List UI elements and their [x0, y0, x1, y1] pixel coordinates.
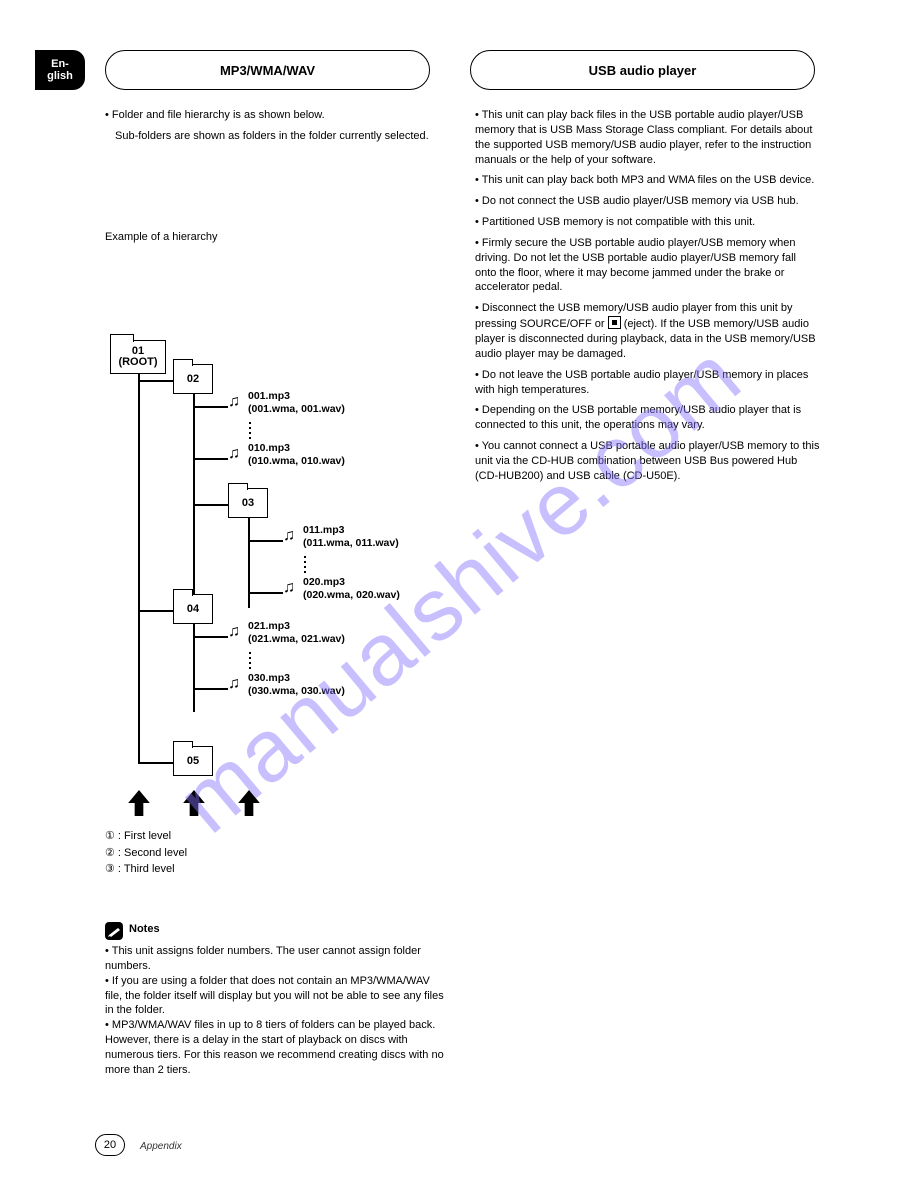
file-001: 001.mp3 (001.wma, 001.wav) [248, 390, 345, 415]
note-2: • If you are using a folder that does no… [105, 974, 450, 1019]
music-note-icon: ♫ [283, 580, 295, 596]
left-column: • Folder and file hierarchy is as shown … [105, 108, 450, 251]
folder-04: 04 [173, 594, 213, 624]
left-sub-intro: Sub-folders are shown as folders in the … [115, 129, 450, 144]
right-p-f: • Disconnect the USB memory/USB audio pl… [475, 301, 820, 361]
level-first: ① : First level [105, 828, 187, 845]
folder-label-04: 04 [174, 595, 212, 623]
folder-label-root: 01(ROOT) [111, 341, 165, 373]
section-heading-left: MP3/WMA/WAV [105, 50, 430, 90]
language-tab-label: En-glish [47, 58, 73, 82]
tree-line [138, 610, 173, 612]
notes-block: Notes • This unit assigns folder numbers… [105, 918, 450, 1078]
section-heading-left-label: MP3/WMA/WAV [220, 63, 315, 78]
file-011-main: 011.mp3 [303, 524, 344, 536]
file-020-main: 020.mp3 [303, 576, 345, 588]
folder-root: 01(ROOT) [110, 340, 166, 374]
notes-header: Notes [105, 922, 450, 940]
notes-label: Notes [129, 922, 160, 937]
tree-line [138, 380, 173, 382]
tree-line [248, 540, 283, 542]
page-number-value: 20 [104, 1139, 116, 1151]
up-arrow-icon [128, 790, 150, 816]
page-footer-label: Appendix [140, 1141, 182, 1152]
left-intro: • Folder and file hierarchy is as shown … [105, 108, 450, 123]
right-p-h: • Depending on the USB portable memory/U… [475, 403, 820, 433]
tree-line [193, 458, 228, 460]
file-010: 010.mp3 (010.wma, 010.wav) [248, 442, 345, 467]
right-p-b: • This unit can play back both MP3 and W… [475, 173, 820, 188]
right-p-g: • Do not leave the USB portable audio pl… [475, 368, 820, 398]
music-note-icon: ♫ [228, 394, 240, 410]
folder-label-03: 03 [229, 489, 267, 517]
file-001-main: 001.mp3 [248, 390, 290, 402]
right-p-i: • You cannot connect a USB portable audi… [475, 439, 820, 484]
music-note-icon: ♫ [228, 624, 240, 640]
file-020: 020.mp3 (020.wma, 020.wav) [303, 576, 400, 601]
file-030-main: 030.mp3 [248, 672, 290, 684]
folder-tree-diagram: 01(ROOT) 02 ♫ 001.mp3 (001.wma, 001.wav)… [110, 330, 490, 830]
file-021-main: 021.mp3 [248, 620, 290, 632]
tree-line [138, 762, 173, 764]
file-020-alt: (020.wma, 020.wav) [303, 589, 400, 601]
up-arrow-icon [183, 790, 205, 816]
section-heading-right-label: USB audio player [589, 63, 697, 78]
tree-line [193, 504, 228, 506]
page-footer: Appendix [140, 1141, 182, 1152]
file-030: 030.mp3 (030.wma, 030.wav) [248, 672, 345, 697]
right-p-a: • This unit can play back files in the U… [475, 108, 820, 167]
dots-icon [249, 652, 251, 669]
tree-line [193, 636, 228, 638]
right-p-d: • Partitioned USB memory is not compatib… [475, 215, 820, 230]
tree-line [193, 406, 228, 408]
tree-line [138, 374, 140, 764]
note-3: • MP3/WMA/WAV files in up to 8 tiers of … [105, 1018, 450, 1077]
file-011: 011.mp3 (011.wma, 011.wav) [303, 524, 399, 549]
level-second: ② : Second level [105, 845, 187, 862]
language-tab: En-glish [35, 50, 85, 90]
level-labels-block: ① : First level ② : Second level ③ : Thi… [105, 828, 187, 878]
example-caption: Example of a hierarchy [105, 230, 450, 245]
folder-label-02: 02 [174, 365, 212, 393]
right-p-c: • Do not connect the USB audio player/US… [475, 194, 820, 209]
music-note-icon: ♫ [283, 528, 295, 544]
level-third: ③ : Third level [105, 861, 187, 878]
folder-label-05: 05 [174, 747, 212, 775]
file-010-alt: (010.wma, 010.wav) [248, 455, 345, 467]
music-note-icon: ♫ [228, 446, 240, 462]
section-heading-right: USB audio player [470, 50, 815, 90]
file-001-alt: (001.wma, 001.wav) [248, 403, 345, 415]
right-p-e: • Firmly secure the USB portable audio p… [475, 236, 820, 295]
file-021: 021.mp3 (021.wma, 021.wav) [248, 620, 345, 645]
folder-03: 03 [228, 488, 268, 518]
file-010-main: 010.mp3 [248, 442, 290, 454]
folder-02: 02 [173, 364, 213, 394]
up-arrow-icon [238, 790, 260, 816]
file-011-alt: (011.wma, 011.wav) [303, 537, 399, 549]
tree-line [193, 394, 195, 609]
file-030-alt: (030.wma, 030.wav) [248, 685, 345, 697]
page-number: 20 [95, 1134, 125, 1156]
note-1: • This unit assigns folder numbers. The … [105, 944, 450, 974]
music-note-icon: ♫ [228, 676, 240, 692]
dots-icon [304, 556, 306, 573]
tree-line [248, 518, 250, 608]
tree-line [193, 688, 228, 690]
dots-icon [249, 422, 251, 439]
file-021-alt: (021.wma, 021.wav) [248, 633, 345, 645]
eject-stop-icon [608, 316, 621, 329]
note-icon [105, 922, 123, 940]
tree-line [248, 592, 283, 594]
folder-05: 05 [173, 746, 213, 776]
right-column: • This unit can play back files in the U… [475, 108, 820, 490]
